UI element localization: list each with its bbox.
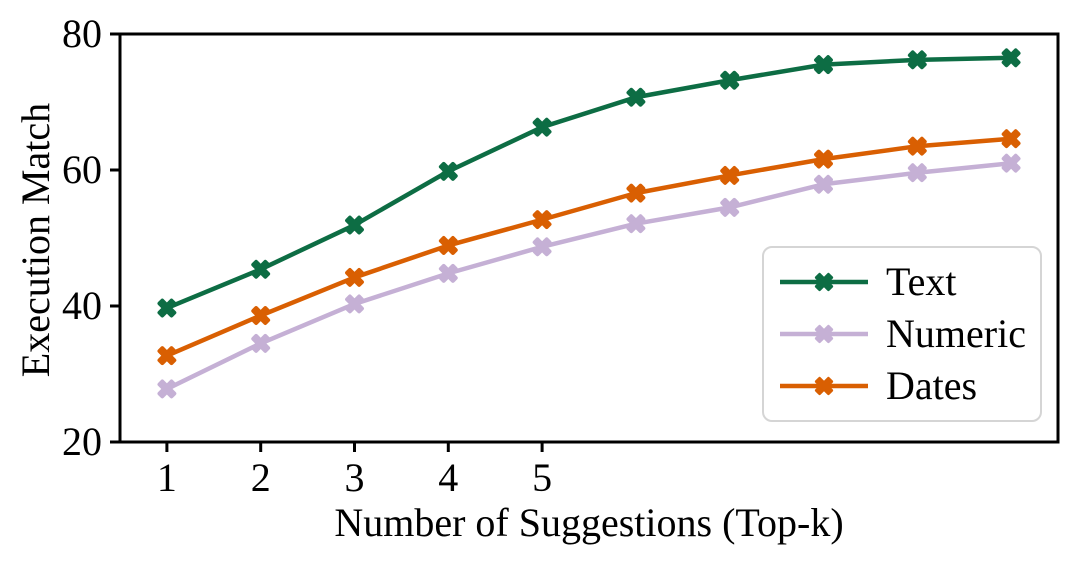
x-tick-label: 2 <box>250 455 271 500</box>
data-point-marker-numeric <box>438 263 458 283</box>
legend-label-numeric: Numeric <box>886 311 1026 356</box>
y-tick-label: 40 <box>62 283 102 328</box>
data-point-marker-numeric <box>1001 153 1021 173</box>
numeric-series-swatch-icon <box>780 324 868 344</box>
data-point-marker-text <box>438 161 458 181</box>
data-point-marker-dates <box>1001 129 1021 149</box>
data-point-marker-text <box>814 55 833 75</box>
data-point-marker-text <box>532 117 552 137</box>
data-point-marker-numeric <box>814 174 833 194</box>
data-point-marker-dates <box>720 166 740 185</box>
data-point-marker-dates <box>438 236 458 255</box>
x-tick-label: 4 <box>438 455 459 500</box>
series-line-dates <box>164 136 1014 358</box>
y-tick-label: 60 <box>62 147 102 192</box>
data-point-marker-text <box>1001 48 1021 68</box>
legend-label-dates: Dates <box>886 363 978 408</box>
legend-label-text: Text <box>886 259 957 304</box>
dates-series-swatch-icon <box>780 376 868 396</box>
data-point-marker-dates <box>626 183 646 203</box>
data-point-marker-numeric <box>720 197 740 217</box>
x-tick-label: 3 <box>344 455 365 500</box>
x-tick-label: 1 <box>156 455 177 500</box>
data-point-marker-text <box>626 87 646 107</box>
series-line-text <box>164 55 1014 311</box>
data-point-marker-dates <box>157 346 177 366</box>
data-point-marker-numeric <box>251 333 271 353</box>
data-point-marker-numeric <box>157 379 177 399</box>
data-point-marker-text <box>157 298 177 318</box>
data-point-marker-text <box>345 215 364 235</box>
plot-frame <box>118 32 1060 444</box>
legend-row-text: Text <box>764 262 1040 302</box>
data-point-marker-dates <box>907 136 927 156</box>
data-point-marker-numeric <box>626 214 646 234</box>
x-tick-label: 5 <box>532 455 553 500</box>
data-point-marker-numeric <box>532 237 552 257</box>
y-axis-title: Execution Match <box>13 102 58 378</box>
data-point-marker-dates <box>814 149 833 169</box>
data-point-marker-numeric <box>907 163 927 183</box>
y-tick-label: 80 <box>62 11 102 56</box>
text-series-swatch-icon <box>780 272 868 292</box>
data-point-marker-dates <box>532 210 552 230</box>
data-point-marker-text <box>720 70 740 90</box>
y-tick-label: 20 <box>62 419 102 464</box>
legend-row-numeric: Numeric <box>764 314 1040 354</box>
x-axis-title: Number of Suggestions (Top-k) <box>334 500 844 545</box>
series-line-numeric <box>164 160 1014 392</box>
data-point-marker-text <box>251 259 271 279</box>
legend-row-dates: Dates <box>764 366 1040 406</box>
data-point-marker-dates <box>251 306 271 325</box>
legend: Text Numeric Dates <box>762 246 1042 422</box>
data-point-marker-numeric <box>345 294 364 314</box>
data-point-marker-dates <box>345 268 364 287</box>
data-point-marker-text <box>907 50 927 70</box>
